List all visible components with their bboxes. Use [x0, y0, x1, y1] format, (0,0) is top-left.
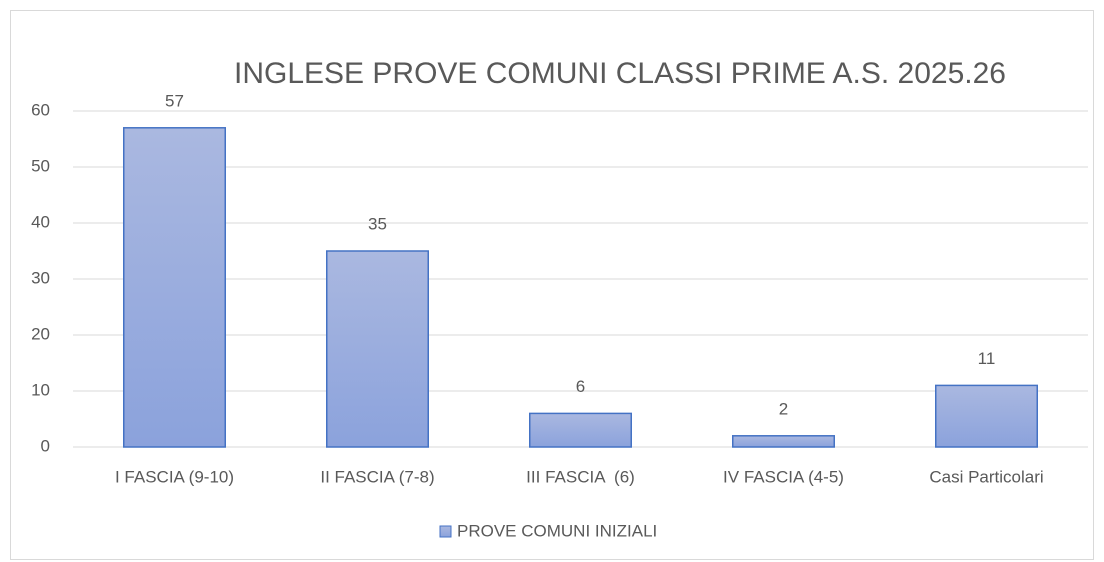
legend-label: PROVE COMUNI INIZIALI: [457, 521, 657, 540]
data-label: 6: [576, 377, 585, 396]
x-tick-label: II FASCIA (7-8): [320, 467, 434, 486]
legend-swatch: [439, 525, 452, 538]
x-tick-label: III FASCIA (6): [526, 467, 635, 486]
bar: [529, 412, 632, 448]
y-tick-label: 50: [31, 156, 50, 175]
data-label: 2: [779, 399, 788, 418]
x-tick-label: IV FASCIA (4-5): [723, 467, 844, 486]
y-tick-label: 10: [31, 380, 50, 399]
data-label: 11: [978, 349, 996, 368]
data-label: 57: [165, 91, 184, 110]
y-tick-label: 20: [31, 324, 50, 343]
y-tick-label: 30: [31, 268, 50, 287]
bar: [732, 435, 835, 448]
bar: [326, 250, 429, 448]
x-tick-label: I FASCIA (9-10): [115, 467, 234, 486]
data-label: 35: [368, 214, 387, 233]
y-tick-label: 40: [31, 212, 50, 231]
bar: [935, 384, 1038, 448]
y-tick-label: 0: [41, 436, 50, 455]
bar: [123, 127, 226, 448]
chart-title: INGLESE PROVE COMUNI CLASSI PRIME A.S. 2…: [234, 57, 1006, 90]
y-tick-label: 60: [31, 100, 50, 119]
x-tick-label: Casi Particolari: [929, 467, 1043, 486]
